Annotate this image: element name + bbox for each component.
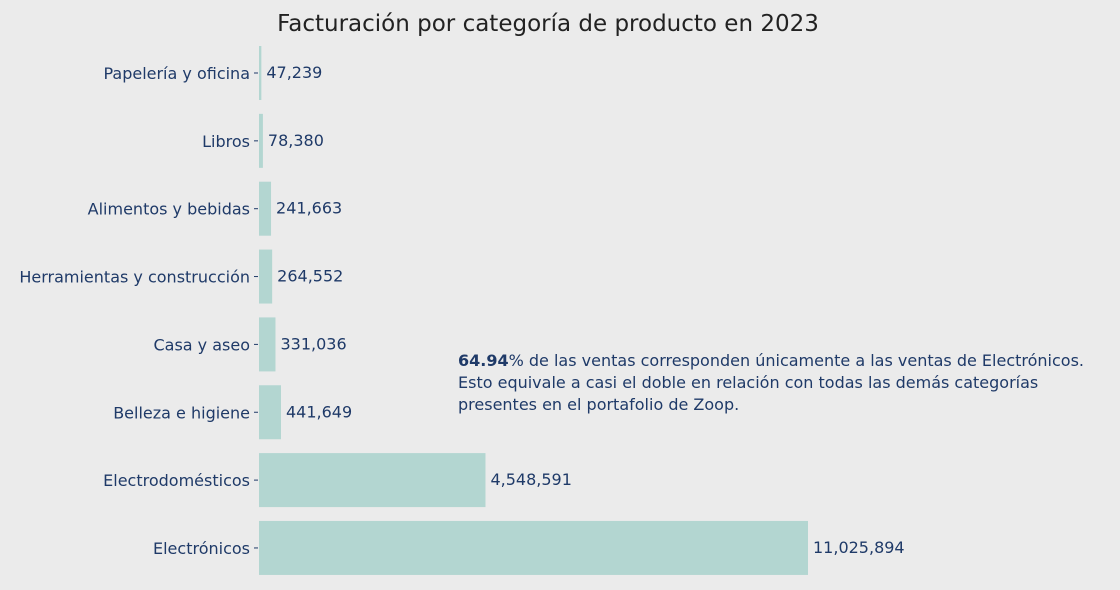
bar xyxy=(259,249,273,304)
value-label: 441,649 xyxy=(286,402,352,421)
bar xyxy=(259,520,808,575)
value-label: 331,036 xyxy=(280,334,346,353)
bars-group: Papelería y oficina 47,239 Libros 78,380 Ali… xyxy=(19,46,905,575)
category-label: Belleza e higiene xyxy=(113,403,250,422)
annotation-line-1-rest: % de las ventas corresponden únicamente … xyxy=(508,351,1084,370)
annotation-line-2: Esto equivale a casi el doble en relació… xyxy=(458,373,1039,392)
annotation-line-1: 64.94% de las ventas corresponden únicam… xyxy=(458,350,1084,372)
bar xyxy=(259,317,276,372)
bar xyxy=(259,385,281,440)
bar xyxy=(259,113,263,168)
value-label: 4,548,591 xyxy=(490,470,571,489)
category-label: Libros xyxy=(202,132,250,151)
category-label: Electrónicos xyxy=(153,539,250,558)
value-label: 11,025,894 xyxy=(813,538,905,557)
category-label: Casa y aseo xyxy=(153,335,250,354)
category-label: Electrodomésticos xyxy=(103,471,250,490)
category-label: Alimentos y bebidas xyxy=(88,200,250,219)
annotation-box: 64.94% de las ventas corresponden únicam… xyxy=(458,350,1084,416)
chart-title: Facturación por categoría de producto en… xyxy=(277,11,819,37)
category-label: Herramientas y construcción xyxy=(19,268,250,287)
bar xyxy=(259,453,486,508)
value-label: 241,663 xyxy=(276,199,342,218)
value-label: 264,552 xyxy=(277,267,343,286)
bar xyxy=(259,181,272,236)
value-label: 47,239 xyxy=(266,63,322,82)
category-label: Papelería y oficina xyxy=(103,64,250,83)
annotation-line-3: presentes en el portafolio de Zoop. xyxy=(458,395,740,414)
bar xyxy=(259,46,262,100)
annotation-highlight: 64.94 xyxy=(458,351,509,370)
value-label: 78,380 xyxy=(268,131,324,150)
